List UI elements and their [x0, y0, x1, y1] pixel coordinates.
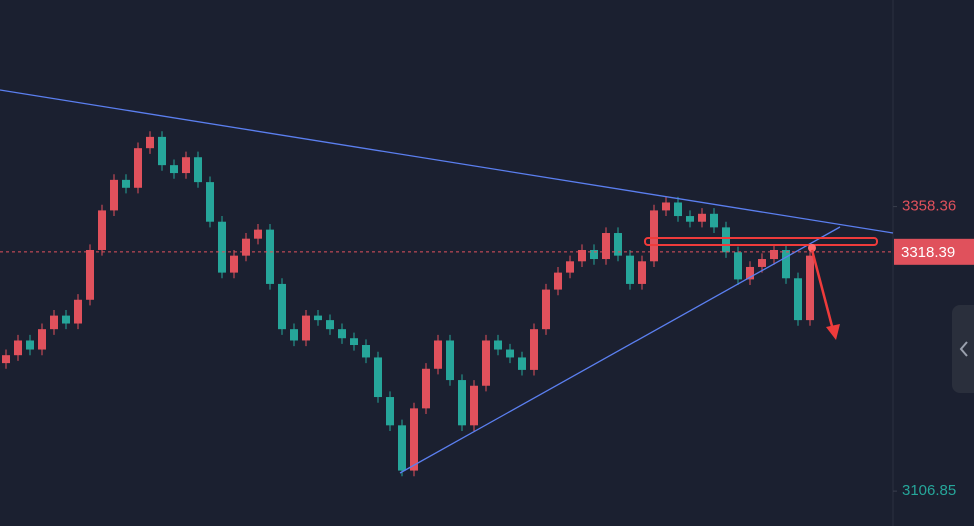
candle-body	[86, 249, 94, 300]
candle-body	[134, 148, 142, 188]
candle-body	[230, 255, 238, 273]
candle-body	[518, 357, 526, 370]
candle-body	[326, 320, 334, 330]
candle-body	[494, 340, 502, 350]
arrow-shaft	[810, 249, 835, 331]
candle-body	[794, 278, 802, 321]
candle-body	[362, 345, 370, 358]
candle-body	[26, 340, 34, 350]
y-tick-label: 3106.85	[902, 482, 956, 499]
candle-body	[122, 179, 130, 188]
candle-body	[266, 229, 274, 284]
support-trendline	[399, 226, 841, 474]
last-price-box	[894, 238, 974, 265]
candle-body	[686, 216, 694, 222]
candle-body	[542, 289, 550, 330]
candle-body	[302, 315, 310, 341]
candle-body	[170, 165, 178, 174]
candle-body	[782, 249, 790, 279]
candle-body	[62, 315, 70, 324]
candle-body	[710, 213, 718, 228]
candle-body	[506, 349, 514, 358]
candle-body	[614, 233, 622, 256]
candle-body	[338, 329, 346, 339]
collapse-tab[interactable]	[952, 305, 974, 393]
candle-body	[590, 249, 598, 260]
candle-body	[278, 283, 286, 330]
candle-body	[530, 329, 538, 370]
candle-body	[758, 259, 766, 267]
candle-body	[110, 179, 118, 211]
candle-body	[566, 261, 574, 273]
candle-body	[206, 182, 214, 222]
candle-body	[290, 329, 298, 341]
candles	[2, 131, 814, 477]
candle-body	[770, 249, 778, 260]
candle-body	[470, 385, 478, 426]
candle-body	[98, 210, 106, 250]
candle-body	[602, 233, 610, 260]
candle-body	[158, 136, 166, 166]
candle-body	[386, 397, 394, 426]
candle-body	[578, 249, 586, 262]
candle-body	[626, 255, 634, 284]
candle-body	[218, 221, 226, 273]
candle-body	[182, 157, 190, 174]
candle-body	[734, 252, 742, 280]
candle-body	[74, 299, 82, 324]
candle-body	[146, 136, 154, 149]
candle-body	[638, 261, 646, 284]
candle-body	[2, 355, 10, 364]
candle-body	[806, 255, 814, 321]
candle-body	[242, 238, 250, 256]
candle-body	[422, 368, 430, 409]
chevron-icon	[959, 341, 968, 357]
last-price-label: 3318.39	[901, 244, 955, 261]
candle-body	[398, 425, 406, 471]
candle-body	[698, 213, 706, 222]
arrow-head	[826, 324, 840, 340]
price-axis: 3358.36 3106.85 3318.39	[893, 198, 974, 499]
candle-body	[458, 380, 466, 426]
candle-body	[434, 340, 442, 369]
candle-body	[674, 202, 682, 217]
candle-body	[350, 338, 358, 346]
candle-body	[722, 227, 730, 253]
candle-body	[38, 329, 46, 350]
candle-body	[482, 340, 490, 386]
y-tick-label: 3358.36	[902, 198, 956, 215]
candle-body	[14, 340, 22, 356]
candle-body	[650, 210, 658, 262]
candle-body	[662, 202, 670, 211]
point-marker	[808, 244, 816, 252]
candle-body	[194, 157, 202, 183]
candle-body	[410, 408, 418, 471]
candle-body	[254, 229, 262, 239]
candle-body	[746, 266, 754, 280]
candle-body	[50, 315, 58, 330]
resistance-trendline	[0, 89, 894, 234]
zone-box	[644, 237, 878, 246]
candle-body	[554, 272, 562, 290]
candle-body	[374, 357, 382, 398]
candle-body	[446, 340, 454, 381]
candle-body	[314, 315, 322, 321]
